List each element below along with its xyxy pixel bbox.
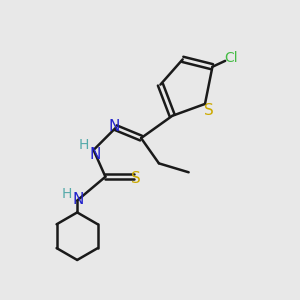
Text: N: N (109, 119, 120, 134)
Text: S: S (131, 171, 141, 186)
Text: H: H (61, 187, 72, 201)
Text: S: S (204, 103, 213, 118)
Text: H: H (79, 138, 89, 152)
Text: N: N (89, 147, 101, 162)
Text: Cl: Cl (224, 51, 238, 65)
Text: N: N (73, 191, 84, 206)
